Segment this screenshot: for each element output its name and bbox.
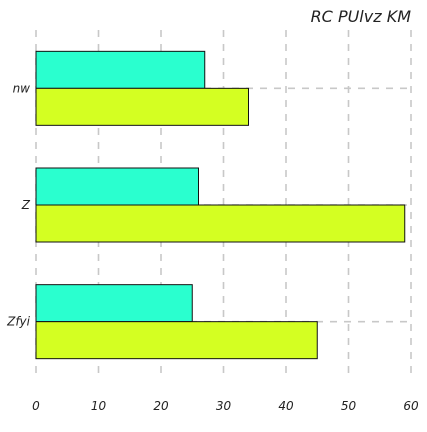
bar-series-2 (35, 204, 406, 243)
x-tick-label: 10 (91, 399, 107, 413)
bar-series-1 (35, 284, 193, 323)
x-tick-label: 60 (403, 399, 419, 413)
y-tick-label: Z (21, 198, 31, 212)
x-tick-label: 40 (278, 399, 294, 413)
bars (35, 50, 406, 360)
bar-series-1 (35, 167, 199, 206)
bar-series-2 (35, 87, 249, 126)
y-tick-label: Zfyi (6, 315, 31, 329)
x-tick-labels: 0 10 20 30 40 50 60 (32, 399, 419, 413)
x-tick-label: 30 (216, 399, 232, 413)
chart-title: RC PUlvz KM (311, 7, 412, 26)
x-tick-label: 20 (153, 399, 169, 413)
bar-series-2 (35, 321, 318, 360)
bar-series-1 (35, 50, 206, 89)
x-tick-label: 0 (32, 399, 40, 413)
y-tick-labels: nw Z Zfyi (6, 81, 31, 328)
x-tick-label: 50 (341, 399, 357, 413)
y-tick-label: nw (13, 81, 31, 95)
